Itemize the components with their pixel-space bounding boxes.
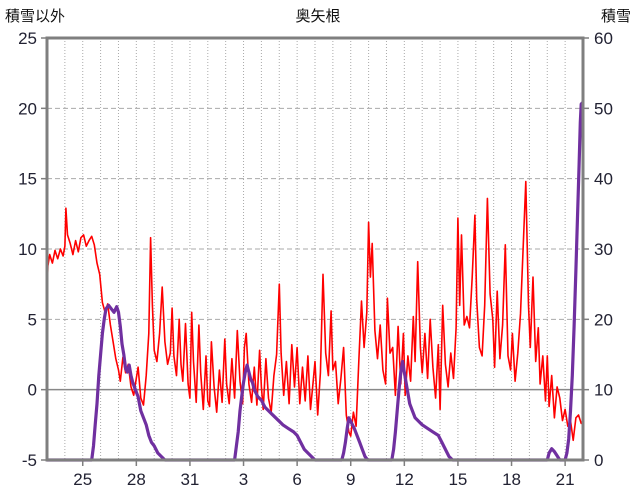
chart-header: 積雪以外 奥矢根 積雪	[0, 3, 636, 25]
left-axis-tick-label: 25	[18, 29, 37, 48]
series-temperature-line	[46, 180, 583, 442]
left-axis-tick-label: 0	[28, 381, 37, 400]
left-axis-tick-label: 20	[18, 99, 37, 118]
left-axis-tick-label: -5	[22, 451, 37, 470]
x-axis-tick-label: 6	[292, 470, 301, 489]
x-axis-tick-label: 15	[448, 470, 467, 489]
x-axis-tick-label: 25	[73, 470, 92, 489]
x-axis-tick-label: 12	[395, 470, 414, 489]
left-axis-labels: -5 0 5 10 15 20 25	[18, 29, 37, 470]
x-axis-tick-label: 9	[346, 470, 355, 489]
left-axis-tick-label: 5	[28, 310, 37, 329]
x-axis-labels: 25 28 31 3 6 9 12 15 18 21	[73, 470, 574, 489]
x-axis-tick-label: 31	[180, 470, 199, 489]
right-axis-tick-label: 30	[594, 240, 613, 259]
right-axis-tick-label: 20	[594, 310, 613, 329]
right-axis-tick-label: 40	[594, 170, 613, 189]
right-axis-tick-label: 50	[594, 99, 613, 118]
left-axis-title: 積雪以外	[5, 8, 66, 25]
right-axis-tick-label: 10	[594, 381, 613, 400]
right-axis-labels: 0 10 20 30 40 50 60	[594, 29, 613, 470]
x-axis-tick-label: 28	[127, 470, 146, 489]
plot-border	[45, 36, 585, 462]
x-axis-tick-label: 18	[502, 470, 521, 489]
page-title: 奥矢根	[295, 8, 341, 25]
right-axis-tick-label: 60	[594, 29, 613, 48]
series-snow-line	[45, 101, 585, 462]
x-axis-tick-label: 21	[556, 470, 575, 489]
left-axis-tick-label: 10	[18, 240, 37, 259]
y-gridlines	[47, 107, 583, 320]
right-axis-title: 積雪	[600, 8, 631, 25]
right-axis-tick-label: 0	[594, 451, 603, 470]
left-axis-tick-label: 15	[18, 170, 37, 189]
x-axis-tick-label: 3	[239, 470, 248, 489]
axis-ticks	[41, 37, 589, 466]
